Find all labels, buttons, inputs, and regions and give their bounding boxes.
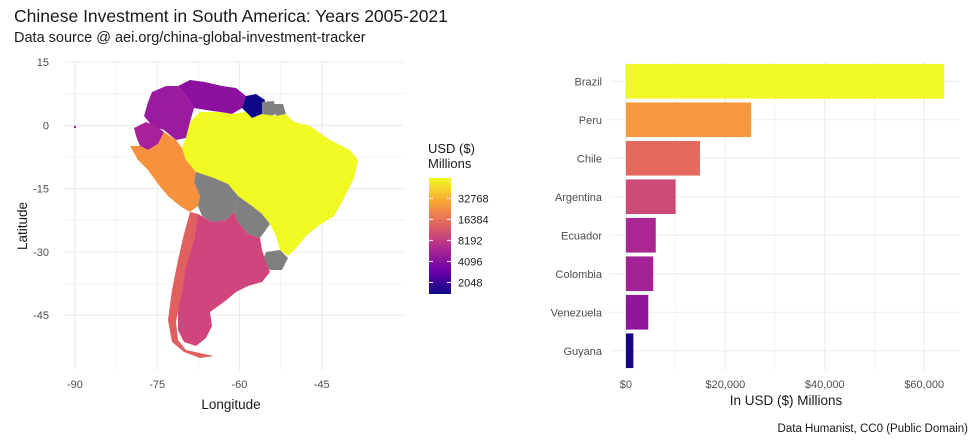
map-region-guyana[interactable] xyxy=(242,94,265,118)
map-regions xyxy=(73,80,358,358)
legend-title-line1: USD ($) xyxy=(428,141,475,156)
bar-category-label: Brazil xyxy=(574,76,602,88)
bar-guyana[interactable] xyxy=(625,333,634,369)
map-x-tick-label: -75 xyxy=(149,379,165,391)
bar-category-label: Venezuela xyxy=(551,307,603,319)
map-x-tick-label: -90 xyxy=(67,379,83,391)
legend-title-line2: Millions xyxy=(428,156,472,171)
bar-category-label: Peru xyxy=(579,115,602,127)
legend-tick-label: 2048 xyxy=(458,277,482,289)
legend-color-bar xyxy=(429,178,451,294)
bar-venezuela[interactable] xyxy=(625,294,649,330)
legend-tick-label: 4096 xyxy=(458,256,482,268)
bar-category-label: Chile xyxy=(577,153,602,165)
bar-ecuador[interactable] xyxy=(625,217,656,253)
map-x-tick-label: -45 xyxy=(314,379,330,391)
bar-chile[interactable] xyxy=(625,140,700,176)
bar-argentina[interactable] xyxy=(625,179,676,215)
bar-category-labels: Brazil Peru Chile Argentina Ecuador Colombia V… xyxy=(551,76,603,358)
map-y-axis-title: Latitude xyxy=(15,202,30,250)
bar-colombia[interactable] xyxy=(625,256,654,292)
map-region-argentina[interactable] xyxy=(178,212,270,346)
legend-tick-label: 16384 xyxy=(458,214,489,226)
map-region-bolivia[interactable] xyxy=(194,172,238,222)
bar-x-tick-label: $40,000 xyxy=(805,379,845,391)
bar-x-axis-title: In USD ($) Millions xyxy=(730,393,843,408)
legend-tick-label: 32768 xyxy=(458,193,489,205)
map-y-tick-label: 15 xyxy=(37,57,49,69)
color-legend: USD ($) Millions 32768 16384 8192 4096 2048 xyxy=(428,141,489,294)
bar-brazil[interactable] xyxy=(625,63,945,99)
bar-series xyxy=(625,63,945,369)
map-y-tick-label: 0 xyxy=(43,120,49,132)
map-y-tick-label: -45 xyxy=(33,310,49,322)
bar-x-tick-label: $60,000 xyxy=(904,379,944,391)
bar-peru[interactable] xyxy=(625,102,752,138)
chart-title: Chinese Investment in South America: Yea… xyxy=(14,6,448,26)
map-y-tick-label: -30 xyxy=(33,247,49,259)
map-x-axis-title: Longitude xyxy=(201,397,260,412)
bar-x-tick-label: $20,000 xyxy=(705,379,745,391)
map-region-french-guiana[interactable] xyxy=(274,104,286,116)
legend-tick-label: 8192 xyxy=(458,235,482,247)
chart-subtitle: Data source @ aei.org/china-global-inves… xyxy=(14,30,366,46)
legend-ticks: 32768 16384 8192 4096 2048 xyxy=(429,193,489,289)
map-x-tick-label: -60 xyxy=(232,379,248,391)
map-region-paraguay[interactable] xyxy=(234,196,270,238)
map-region-brazil[interactable] xyxy=(182,112,358,256)
map-region-chile[interactable] xyxy=(168,212,214,358)
chart-caption: Data Humanist, CC0 (Public Domain) xyxy=(777,423,968,435)
map-y-ticks: 15 0 -15 -30 -45 xyxy=(33,57,49,322)
bar-category-label: Guyana xyxy=(563,346,602,358)
map-region-peru[interactable] xyxy=(130,132,200,212)
bar-category-label: Ecuador xyxy=(561,230,602,242)
map-x-ticks: -90 -75 -60 -45 xyxy=(67,379,330,391)
bar-x-ticks: $0 $20,000 $40,000 $60,000 xyxy=(620,379,944,391)
map-region-suriname[interactable] xyxy=(262,101,276,118)
map-region-venezuela[interactable] xyxy=(178,80,246,114)
map-region-uruguay[interactable] xyxy=(262,250,288,270)
bar-category-label: Argentina xyxy=(555,192,603,204)
bar-x-tick-label: $0 xyxy=(620,379,632,391)
map-region-galapagos xyxy=(73,125,77,129)
map-y-tick-label: -15 xyxy=(33,184,49,196)
bar-category-label: Colombia xyxy=(556,269,603,281)
map-region-ecuador[interactable] xyxy=(134,122,164,150)
